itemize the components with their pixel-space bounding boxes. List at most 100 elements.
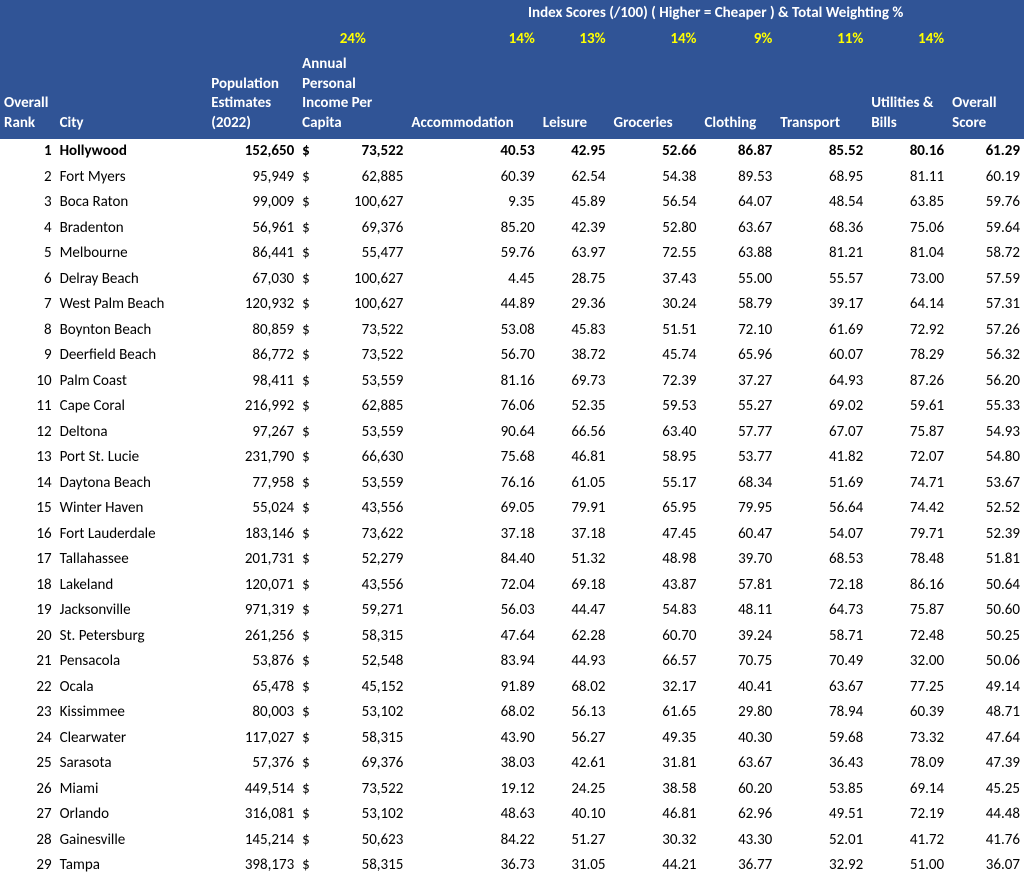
col-population: Population Estimates (2022)	[207, 52, 298, 139]
cell-population: 55,024	[207, 496, 298, 522]
cell-groceries: 30.32	[610, 828, 701, 854]
cell-groceries: 32.17	[610, 675, 701, 701]
cell-rank: 28	[0, 828, 56, 854]
cell-clothing: 57.81	[700, 573, 776, 599]
cell-accommodation: 83.94	[407, 649, 538, 675]
cell-city: Jacksonville	[56, 598, 208, 624]
cell-utilities: 75.87	[867, 598, 948, 624]
cell-utilities: 81.11	[867, 165, 948, 191]
cell-population: 86,441	[207, 241, 298, 267]
cell-groceries: 58.95	[610, 445, 701, 471]
cell-city: Bradenton	[56, 216, 208, 242]
cell-clothing: 40.41	[700, 675, 776, 701]
cell-transport: 55.57	[776, 267, 867, 293]
cell-utilities: 64.14	[867, 292, 948, 318]
cell-dollar-sign: $	[298, 751, 316, 777]
cell-overall: 36.07	[948, 853, 1024, 879]
table-row: 10Palm Coast98,411$53,55981.1669.7372.39…	[0, 369, 1024, 395]
cell-rank: 12	[0, 420, 56, 446]
table-row: 21Pensacola53,876$52,54883.9444.9366.577…	[0, 649, 1024, 675]
cell-leisure: 24.25	[539, 777, 610, 803]
cell-city: Fort Myers	[56, 165, 208, 191]
cell-utilities: 78.29	[867, 343, 948, 369]
col-transport: Transport	[776, 52, 867, 139]
cell-city: West Palm Beach	[56, 292, 208, 318]
cell-dollar-sign: $	[298, 649, 316, 675]
cell-transport: 69.02	[776, 394, 867, 420]
cell-accommodation: 56.70	[407, 343, 538, 369]
col-accommodation: Accommodation	[407, 52, 538, 139]
table-row: 6Delray Beach67,030$100,6274.4528.7537.4…	[0, 267, 1024, 293]
cell-transport: 70.49	[776, 649, 867, 675]
cell-population: 398,173	[207, 853, 298, 879]
cell-accommodation: 44.89	[407, 292, 538, 318]
table-row: 17Tallahassee201,731$52,27984.4051.3248.…	[0, 547, 1024, 573]
cell-utilities: 74.42	[867, 496, 948, 522]
cell-population: 77,958	[207, 471, 298, 497]
cell-transport: 36.43	[776, 751, 867, 777]
table-row: 7West Palm Beach120,932$100,62744.8929.3…	[0, 292, 1024, 318]
cell-leisure: 46.81	[539, 445, 610, 471]
cell-overall: 59.64	[948, 216, 1024, 242]
table-header: Index Scores (/100) ( Higher = Cheaper )…	[0, 0, 1024, 139]
cell-accommodation: 85.20	[407, 216, 538, 242]
cell-transport: 52.01	[776, 828, 867, 854]
cell-rank: 8	[0, 318, 56, 344]
cell-utilities: 81.04	[867, 241, 948, 267]
cell-leisure: 45.89	[539, 190, 610, 216]
cell-utilities: 86.16	[867, 573, 948, 599]
cell-dollar-sign: $	[298, 267, 316, 293]
cell-rank: 1	[0, 139, 56, 165]
cell-rank: 2	[0, 165, 56, 191]
cell-dollar-sign: $	[298, 853, 316, 879]
cell-utilities: 51.00	[867, 853, 948, 879]
cell-accommodation: 47.64	[407, 624, 538, 650]
cell-overall: 50.64	[948, 573, 1024, 599]
cell-population: 216,992	[207, 394, 298, 420]
cell-income: 45,152	[316, 675, 407, 701]
cost-index-table: Index Scores (/100) ( Higher = Cheaper )…	[0, 0, 1024, 879]
cell-clothing: 70.75	[700, 649, 776, 675]
cell-clothing: 63.88	[700, 241, 776, 267]
cell-clothing: 60.47	[700, 522, 776, 548]
cell-groceries: 56.54	[610, 190, 701, 216]
cell-rank: 29	[0, 853, 56, 879]
cell-population: 120,932	[207, 292, 298, 318]
cell-dollar-sign: $	[298, 445, 316, 471]
cell-accommodation: 43.90	[407, 726, 538, 752]
cell-rank: 25	[0, 751, 56, 777]
cell-clothing: 68.34	[700, 471, 776, 497]
cell-income: 52,548	[316, 649, 407, 675]
cell-city: Boca Raton	[56, 190, 208, 216]
cell-dollar-sign: $	[298, 420, 316, 446]
cell-city: Miami	[56, 777, 208, 803]
cell-population: 95,949	[207, 165, 298, 191]
cell-overall: 50.25	[948, 624, 1024, 650]
cell-city: Tallahassee	[56, 547, 208, 573]
cell-groceries: 63.40	[610, 420, 701, 446]
weight-income: 24%	[298, 27, 407, 53]
cell-city: Hollywood	[56, 139, 208, 165]
cell-dollar-sign: $	[298, 471, 316, 497]
cell-leisure: 61.05	[539, 471, 610, 497]
cell-utilities: 75.87	[867, 420, 948, 446]
cell-transport: 72.18	[776, 573, 867, 599]
cell-utilities: 74.71	[867, 471, 948, 497]
cell-groceries: 55.17	[610, 471, 701, 497]
cell-clothing: 64.07	[700, 190, 776, 216]
cell-clothing: 89.53	[700, 165, 776, 191]
cell-city: Orlando	[56, 802, 208, 828]
cell-rank: 19	[0, 598, 56, 624]
cell-city: Boynton Beach	[56, 318, 208, 344]
cell-accommodation: 76.06	[407, 394, 538, 420]
cell-overall: 41.76	[948, 828, 1024, 854]
cell-income: 73,622	[316, 522, 407, 548]
cell-transport: 60.07	[776, 343, 867, 369]
cell-accommodation: 19.12	[407, 777, 538, 803]
cell-dollar-sign: $	[298, 675, 316, 701]
cell-population: 86,772	[207, 343, 298, 369]
cell-dollar-sign: $	[298, 828, 316, 854]
cell-groceries: 31.81	[610, 751, 701, 777]
cell-groceries: 54.38	[610, 165, 701, 191]
cell-clothing: 60.20	[700, 777, 776, 803]
